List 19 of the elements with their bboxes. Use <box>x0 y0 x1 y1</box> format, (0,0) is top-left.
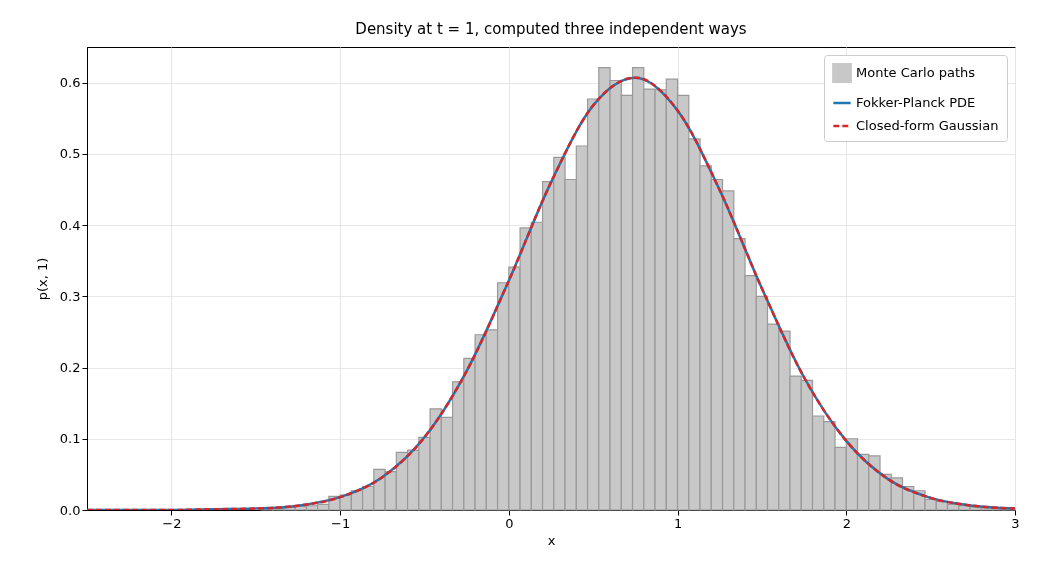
y-tick-label: 0.4 <box>59 217 81 233</box>
y-axis-title: p(x, 1) <box>34 257 50 301</box>
y-tick-label: 0.3 <box>59 288 81 304</box>
y-tick-label: 0.0 <box>59 502 81 518</box>
y-tick-label: 0.5 <box>59 146 81 162</box>
x-tick-label: 3 <box>1011 515 1020 531</box>
x-tick-label: 1 <box>673 515 683 531</box>
chart-title: Density at t = 1, computed three independent ways <box>355 20 747 38</box>
x-tick-label: −1 <box>331 515 351 531</box>
y-tick-label: 0.2 <box>59 360 81 376</box>
y-tick-label: 0.6 <box>59 75 81 91</box>
x-tick-label: 0 <box>505 515 514 531</box>
legend-label: Closed-form Gaussian <box>856 118 999 133</box>
y-tick-label: 0.1 <box>59 431 81 447</box>
x-tick-label: −2 <box>162 515 182 531</box>
legend-label: Monte Carlo paths <box>856 65 976 80</box>
legend-label: Fokker-Planck PDE <box>856 95 976 110</box>
x-tick-label: 2 <box>842 515 851 531</box>
x-axis-title: x <box>547 532 556 548</box>
